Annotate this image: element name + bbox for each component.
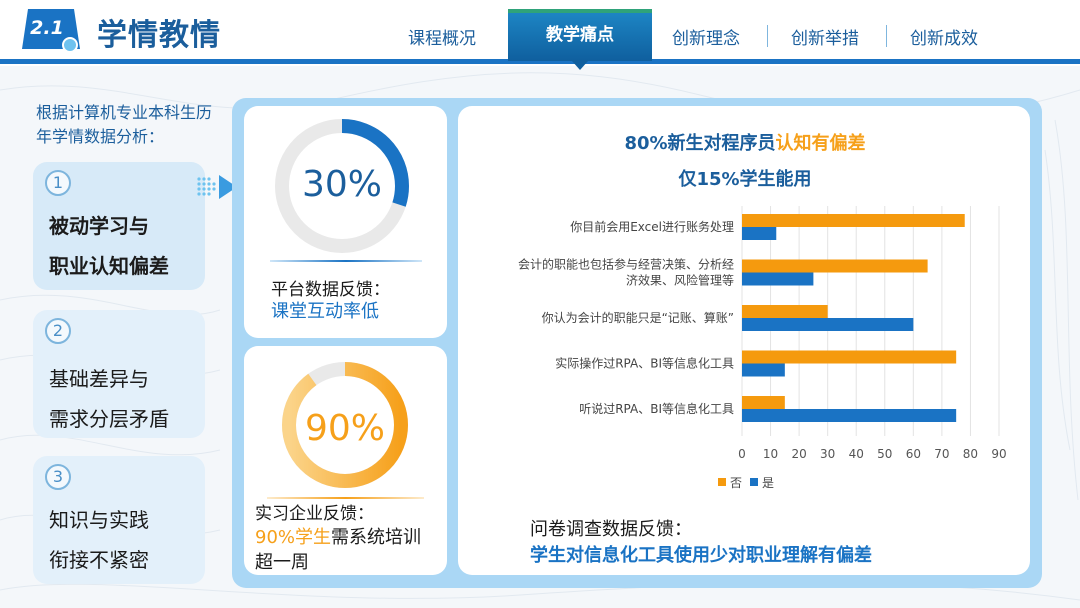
survey-feedback-text: 学生对信息化工具使用少对职业理解有偏差 [530, 545, 872, 566]
tab-innovation-measures[interactable]: 创新举措 [791, 29, 859, 49]
tab-active-indicator [508, 9, 652, 13]
x-tick-label: 30 [820, 447, 835, 461]
x-tick-label: 80 [963, 447, 978, 461]
x-tick-label: 10 [763, 447, 778, 461]
internship-feedback-text: 90%学生需系统培训 [255, 523, 421, 549]
x-tick-label: 60 [906, 447, 921, 461]
bar-yes [742, 272, 814, 286]
intro-text: 根据计算机专业本科生历年学情数据分析： [36, 103, 213, 146]
tab-course-overview[interactable]: 课程概况 [408, 29, 476, 49]
header-divider [0, 59, 1080, 64]
item-line-2: 需求分层矛盾 [49, 407, 169, 431]
platform-feedback-value: 课堂互动率低 [271, 301, 379, 322]
legend-label: 否 [730, 476, 742, 490]
x-tick-label: 70 [934, 447, 949, 461]
item-line-1: 基础差异与 [49, 367, 149, 391]
tab-pointer-icon [572, 61, 588, 70]
tab-innovation-results[interactable]: 创新成效 [910, 29, 978, 49]
section-number: 2.1 [30, 17, 64, 39]
item-number: 1 [45, 170, 71, 196]
survey-chart-card [458, 106, 1030, 575]
item-number: 2 [45, 318, 71, 344]
x-tick-label: 40 [849, 447, 864, 461]
internship-feedback-card [244, 346, 447, 575]
bar-no [742, 259, 928, 273]
chart-title: 80%新生对程序员认知有偏差 [460, 129, 1030, 155]
bar-yes [742, 227, 777, 240]
item-line-2: 职业认知偏差 [49, 254, 169, 278]
category-label: 你目前会用Excel进行账务处理 [570, 219, 734, 234]
tab-teaching-pain-points[interactable] [508, 9, 652, 61]
tab-teaching-pain-points-label[interactable]: 教学痛点 [546, 25, 614, 45]
tab-innovation-concept[interactable]: 创新理念 [672, 29, 740, 49]
tab-divider [767, 25, 768, 47]
pain-point-item-2[interactable]: 2 基础差异与 需求分层矛盾 [33, 310, 205, 438]
arrow-right-icon [197, 175, 237, 199]
item-line-1: 知识与实践 [49, 508, 149, 532]
category-label: 听说过RPA、BI等信息化工具 [579, 401, 734, 416]
pain-point-item-3[interactable]: 3 知识与实践 衔接不紧密 [33, 456, 205, 584]
legend-label: 是 [762, 476, 774, 490]
bar-no [742, 350, 957, 364]
bar-yes [742, 318, 914, 331]
bar-yes [742, 363, 785, 377]
legend-swatch-yes [750, 478, 758, 486]
tab-divider [886, 25, 887, 47]
internship-feedback-highlight: 90%学生 [255, 527, 332, 548]
item-line-1: 被动学习与 [49, 214, 149, 238]
item-line-2: 衔接不紧密 [49, 548, 149, 572]
interaction-rate-value: 30% [301, 164, 382, 205]
item-number: 3 [45, 464, 71, 490]
legend-swatch-no [718, 478, 726, 486]
chart-title-highlight: 认知有偏差 [775, 133, 866, 154]
internship-feedback-rest: 需系统培训 [331, 527, 422, 548]
internship-feedback-value: 90% [304, 408, 385, 449]
internship-feedback-text-line3: 超一周 [255, 552, 309, 573]
x-tick-label: 50 [877, 447, 892, 461]
chart-title-part1: 80%新生对程序员 [624, 133, 776, 154]
interaction-rate-donut [275, 119, 409, 253]
bar-no [742, 214, 965, 227]
category-label: 会计的职能也包括参与经营决策、分析经 [518, 257, 734, 272]
pain-point-item-1[interactable]: 1 被动学习与 职业认知偏差 [33, 162, 205, 290]
interaction-rate-card [244, 106, 447, 338]
internship-feedback-label: 实习企业反馈： [255, 504, 374, 524]
survey-bar-chart: 0 10 20 30 40 50 60 70 80 90 你目前会用Excel进行账务处理会计的职能… [518, 206, 1007, 490]
chart-subtitle: 仅15%学生能用 [678, 169, 812, 190]
category-label: 济效果、风险管理等 [626, 273, 734, 288]
bar-no [742, 396, 785, 409]
page-title: 学情教情 [97, 18, 221, 53]
internship-feedback-donut [282, 362, 408, 488]
card-divider [270, 260, 422, 262]
category-label: 实际操作过RPA、BI等信息化工具 [555, 356, 734, 371]
x-tick-label: 90 [991, 447, 1006, 461]
platform-feedback-label: 平台数据反馈： [271, 280, 390, 300]
survey-feedback-label: 问卷调查数据反馈： [530, 519, 692, 540]
bar-yes [742, 409, 957, 422]
section-badge-icon [22, 9, 80, 51]
x-tick-label: 20 [791, 447, 806, 461]
x-tick-label: 0 [738, 447, 746, 461]
card-divider [267, 497, 424, 499]
bar-no [742, 305, 828, 318]
category-label: 你认为会计的职能只是“记账、算账” [542, 310, 734, 325]
